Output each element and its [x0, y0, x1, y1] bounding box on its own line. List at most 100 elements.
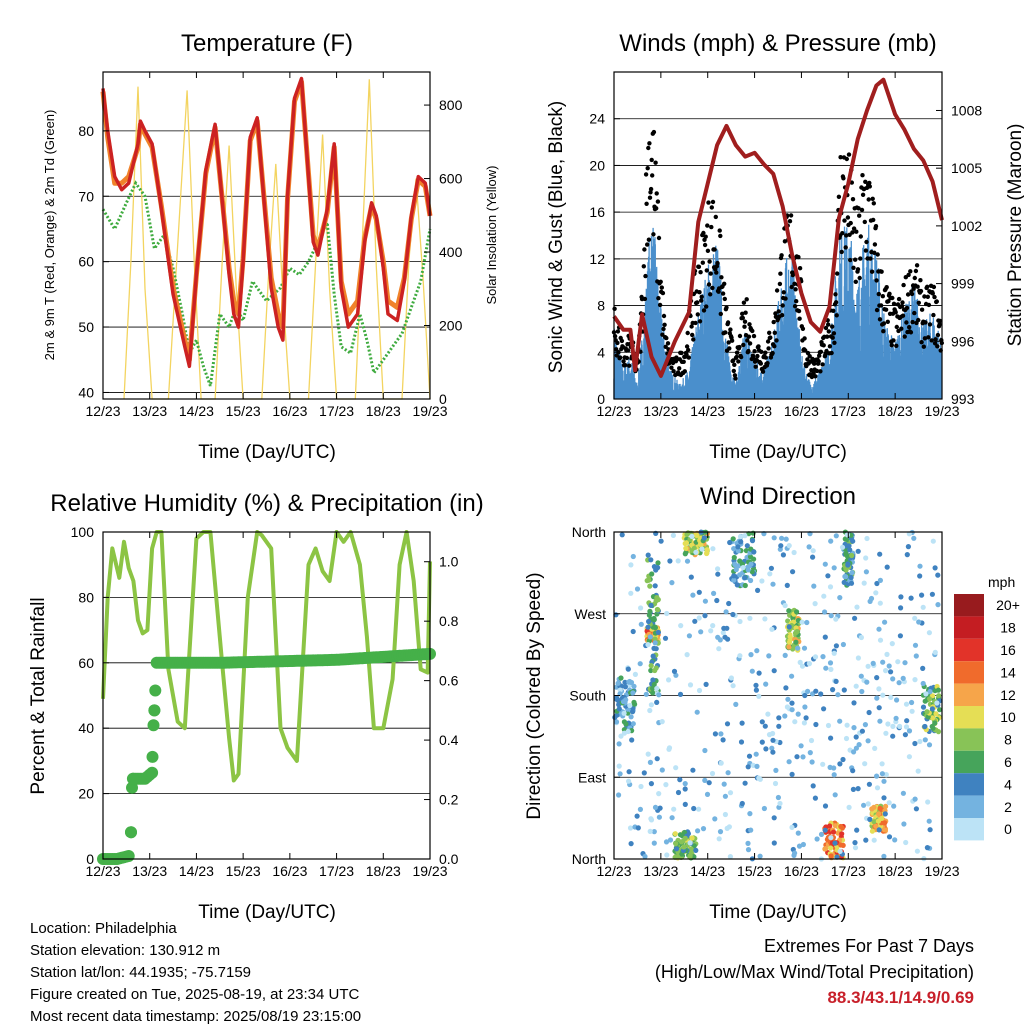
- direction-point: [889, 641, 895, 647]
- direction-point: [649, 571, 655, 577]
- direction-point: [871, 804, 877, 810]
- direction-point: [659, 767, 665, 773]
- direction-point: [650, 677, 656, 683]
- direction-point: [886, 800, 892, 806]
- direction-point: [710, 623, 716, 629]
- direction-point: [909, 708, 915, 714]
- gust-point: [871, 217, 876, 223]
- direction-point: [832, 840, 838, 846]
- gust-point: [772, 330, 777, 335]
- x-tick-label: 17/23: [831, 403, 866, 419]
- gust-point: [809, 368, 814, 373]
- gust-point: [910, 319, 915, 325]
- direction-point: [927, 689, 933, 695]
- direction-point: [862, 761, 868, 767]
- gust-point: [768, 335, 773, 340]
- direction-point: [627, 702, 633, 709]
- x-tick-label: 12/23: [596, 863, 631, 879]
- gust-point: [695, 300, 700, 305]
- gust-point: [765, 339, 771, 344]
- direction-point: [619, 532, 625, 538]
- gust-point: [842, 218, 847, 223]
- y2-tick-label: 0.4: [439, 732, 459, 748]
- direction-point: [903, 724, 910, 730]
- direction-point: [823, 665, 829, 671]
- direction-point: [805, 688, 811, 695]
- direction-point: [862, 722, 869, 728]
- direction-point: [807, 750, 813, 756]
- direction-point: [652, 583, 658, 589]
- humidity-series: [97, 530, 436, 865]
- y-tick-label: 80: [78, 589, 94, 605]
- gust-point: [758, 361, 763, 366]
- gust-point: [752, 349, 757, 354]
- gust-point: [648, 186, 654, 192]
- colorbar-swatch: [954, 818, 984, 841]
- direction-point: [896, 680, 902, 686]
- direction-point: [693, 549, 699, 555]
- direction-point: [839, 544, 846, 550]
- direction-plot-frame: [613, 531, 943, 860]
- direction-point: [812, 601, 818, 607]
- gust-point: [701, 308, 707, 313]
- gust-point: [919, 307, 925, 312]
- direction-point: [926, 818, 932, 824]
- direction-point: [848, 580, 855, 586]
- gust-point: [858, 234, 863, 239]
- direction-point: [652, 625, 659, 631]
- direction-point: [771, 535, 777, 541]
- direction-point: [877, 718, 883, 724]
- direction-point: [716, 836, 722, 842]
- y2-tick-label: 1002: [951, 218, 982, 234]
- direction-point: [935, 602, 941, 608]
- gust-point: [863, 179, 868, 184]
- gust-point: [855, 267, 861, 272]
- direction-point: [854, 827, 860, 833]
- gust-point: [838, 155, 843, 160]
- direction-point: [637, 661, 643, 667]
- gust-point: [931, 312, 936, 318]
- direction-point: [613, 719, 620, 725]
- direction-point: [864, 535, 870, 542]
- direction-point: [828, 666, 834, 673]
- gust-point: [734, 350, 740, 355]
- direction-point: [710, 546, 716, 552]
- direction-point: [731, 554, 737, 561]
- gust-point: [909, 291, 915, 297]
- direction-point: [890, 723, 896, 730]
- direction-point: [786, 543, 792, 549]
- direction-point: [716, 646, 722, 652]
- direction-point: [825, 573, 831, 579]
- direction-point: [828, 735, 834, 741]
- direction-point: [897, 633, 904, 639]
- direction-point: [691, 843, 697, 849]
- direction-point: [749, 668, 755, 674]
- direction-point: [874, 695, 880, 701]
- direction-point: [651, 829, 657, 835]
- gust-point: [700, 260, 705, 265]
- direction-point: [858, 634, 865, 641]
- gust-point: [649, 157, 654, 163]
- direction-point: [830, 687, 836, 693]
- gust-point: [899, 326, 904, 331]
- x-tick-label: 13/23: [132, 863, 167, 879]
- gust-point: [655, 199, 661, 204]
- y2-tick-label: 200: [439, 318, 463, 334]
- x-tick-label: 15/23: [737, 403, 772, 419]
- direction-point: [810, 783, 816, 789]
- direction-point: [662, 635, 669, 641]
- direction-point: [721, 781, 727, 787]
- direction-point: [782, 713, 788, 719]
- direction-point: [742, 582, 748, 589]
- direction-point: [840, 641, 847, 648]
- direction-point: [647, 828, 653, 835]
- direction-point: [900, 675, 906, 682]
- y-tick-label: 0: [597, 391, 605, 407]
- gust-point: [874, 307, 880, 313]
- gust-point: [707, 259, 712, 264]
- direction-point: [820, 654, 826, 660]
- direction-point: [682, 801, 688, 808]
- direction-point: [735, 548, 741, 554]
- gust-point: [820, 362, 825, 367]
- direction-point: [731, 573, 737, 579]
